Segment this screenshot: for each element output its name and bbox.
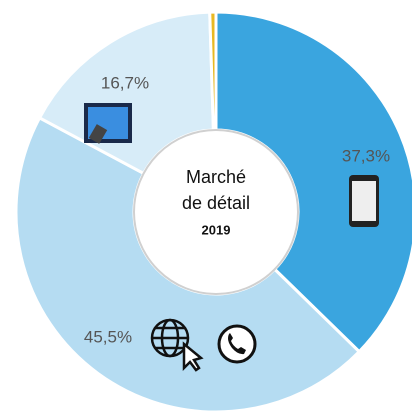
- tv-icon: [84, 103, 132, 144]
- center-subtext: 2019: [202, 222, 231, 237]
- center-hole: [133, 129, 299, 295]
- center-text: Marché: [186, 167, 246, 187]
- value-label: 37,3%: [342, 146, 390, 165]
- globe-icon: [150, 318, 204, 372]
- value-label: 16,7%: [101, 73, 149, 92]
- phone-icon: [349, 175, 379, 227]
- value-label: 45,5%: [84, 327, 132, 346]
- slices: [14, 10, 412, 414]
- call-icon: [217, 324, 257, 364]
- center-text: de détail: [182, 193, 250, 213]
